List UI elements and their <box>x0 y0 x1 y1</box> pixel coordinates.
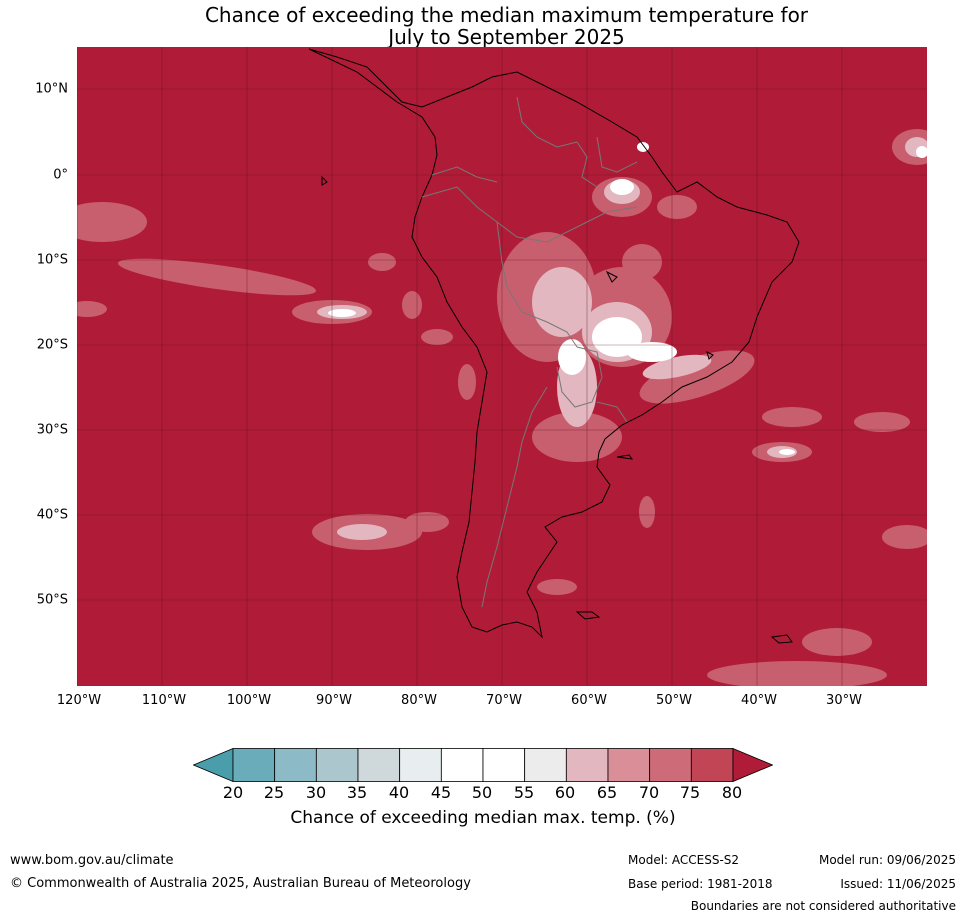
footer-model: Model: ACCESS-S2 <box>628 853 740 867</box>
colorbar-cell <box>607 748 651 782</box>
lon-label-70w: 70°W <box>486 693 522 708</box>
lat-label-40s: 40°S <box>36 507 68 523</box>
colorbar-arrow-low <box>192 747 234 783</box>
colorbar-cell <box>399 748 442 782</box>
colorbar-tick: 50 <box>471 783 493 802</box>
colorbar-tick: 25 <box>263 783 285 802</box>
colorbar-svg <box>192 747 774 783</box>
colorbar-tick: 70 <box>638 783 660 802</box>
colorbar-cell <box>690 748 734 782</box>
colorbar-cell <box>524 748 567 782</box>
colorbar-cell <box>649 748 692 782</box>
islands <box>321 175 793 644</box>
lon-label-30w: 30°W <box>826 693 862 708</box>
footer-base-period: Base period: 1981-2018 <box>628 877 773 891</box>
title-line-1: Chance of exceeding the median maximum t… <box>204 3 809 27</box>
lon-label-110w: 110°W <box>141 693 187 708</box>
colorbar-cell <box>232 748 276 782</box>
lat-label-50s: 50°S <box>36 592 68 608</box>
footer-issued: Issued: 11/06/2025 <box>840 877 956 891</box>
colorbar-tick: 40 <box>388 783 410 802</box>
lat-label-20s: 20°S <box>36 337 68 353</box>
footer-disclaimer: Boundaries are not considered authoritat… <box>690 899 956 913</box>
lon-label-120w: 120°W <box>56 693 102 708</box>
lon-label-80w: 80°W <box>401 693 437 708</box>
colorbar-cell <box>274 748 317 782</box>
lat-label-30s: 30°S <box>36 422 68 438</box>
colorbar-tick: 80 <box>721 783 743 802</box>
colorbar-cell <box>357 748 401 782</box>
colorbar-cell <box>440 748 484 782</box>
lat-label-10n: 10°N <box>35 81 68 97</box>
lon-label-60w: 60°W <box>571 693 607 708</box>
colorbar-tick: 30 <box>305 783 327 802</box>
south-america-coastline <box>308 48 800 639</box>
chart-title: Chance of exceeding the median maximum t… <box>0 4 965 48</box>
lon-label-50w: 50°W <box>656 693 692 708</box>
lon-label-100w: 100°W <box>226 693 272 708</box>
lat-label-10s: 10°S <box>36 252 68 268</box>
colorbar-cell <box>482 748 526 782</box>
footer-url[interactable]: www.bom.gov.au/climate <box>10 853 174 868</box>
footer-model-run: Model run: 09/06/2025 <box>818 853 956 867</box>
colorbar-cell <box>315 748 359 782</box>
map-svg <box>57 47 942 689</box>
colorbar-cell <box>565 748 609 782</box>
colorbar-label: Chance of exceeding median max. temp. (%… <box>290 808 676 828</box>
colorbar-tick: 35 <box>346 783 368 802</box>
colorbar-tick: 55 <box>513 783 535 802</box>
country-borders <box>421 96 638 608</box>
title-line-2: July to September 2025 <box>388 25 625 49</box>
footer-copyright: © Commonwealth of Australia 2025, Austra… <box>10 876 471 891</box>
colorbar-tick: 20 <box>222 783 244 802</box>
lat-label-0: 0° <box>53 167 68 183</box>
colorbar-tick: 60 <box>554 783 576 802</box>
colorbar-tick: 75 <box>679 783 701 802</box>
colorbar-tick: 65 <box>596 783 618 802</box>
colorbar-cells <box>192 747 774 783</box>
anomaly-blobs-white <box>328 142 928 455</box>
lon-label-90w: 90°W <box>316 693 352 708</box>
lon-label-40w: 40°W <box>741 693 777 708</box>
colorbar-arrow-high <box>732 747 774 783</box>
colorbar-tick: 45 <box>430 783 452 802</box>
colorbar <box>192 747 774 783</box>
forecast-map <box>57 47 942 689</box>
